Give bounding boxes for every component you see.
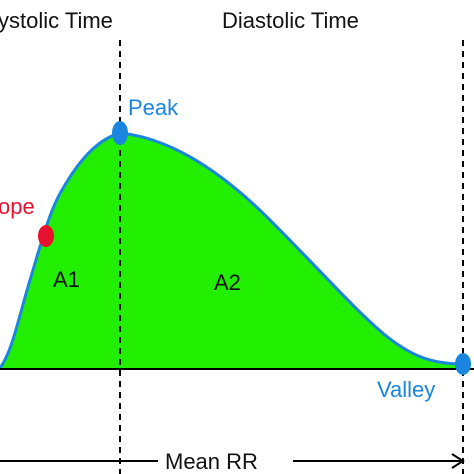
slope-label: ope xyxy=(0,194,35,219)
slope-point xyxy=(38,225,54,247)
area-1-label: A1 xyxy=(53,267,80,292)
area-2-label: A2 xyxy=(214,270,241,295)
valley-point xyxy=(455,353,471,375)
peak-point xyxy=(112,121,128,145)
valley-label: Valley xyxy=(377,377,435,402)
waveform-area xyxy=(0,133,463,370)
peak-label: Peak xyxy=(128,95,179,120)
mean-rr-arrowhead xyxy=(451,453,465,469)
mean-rr-label: Mean RR xyxy=(165,449,258,474)
systolic-time-label: ystolic Time xyxy=(0,8,113,33)
waveform-curve xyxy=(0,131,464,369)
diastolic-time-label: Diastolic Time xyxy=(222,8,359,33)
